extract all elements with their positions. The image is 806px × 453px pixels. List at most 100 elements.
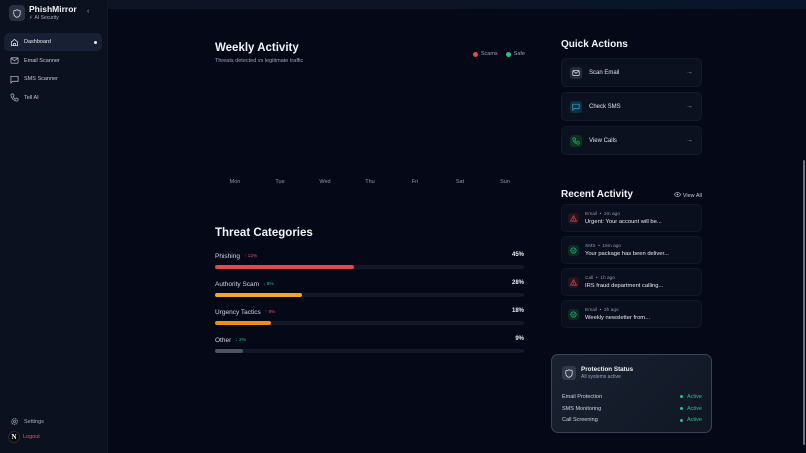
scan-email-button[interactable]: Scan Email → bbox=[561, 58, 702, 87]
status-dot-icon bbox=[680, 395, 684, 399]
threat-row-authority-scam: Authority Scam ↓ 5% 28% bbox=[215, 280, 524, 297]
weekly-activity-subtitle: Threats detected vs legitimate traffic bbox=[215, 58, 304, 64]
threat-name: Authority Scam bbox=[215, 281, 260, 288]
quick-action-label: Check SMS bbox=[589, 103, 621, 110]
safe-dot-icon bbox=[505, 51, 511, 57]
threat-change: ↑ 8% bbox=[264, 310, 276, 315]
status-badge: Active bbox=[687, 417, 702, 424]
status-dot-icon bbox=[680, 407, 684, 411]
threat-name: Phishing bbox=[215, 253, 240, 260]
protection-label: SMS Monitoring bbox=[562, 405, 602, 412]
mail-icon bbox=[570, 66, 582, 79]
brand-name: PhishMirror bbox=[29, 4, 77, 14]
sidebar-item-label: SMS Scanner bbox=[24, 76, 58, 82]
view-all-label: View All bbox=[682, 192, 702, 199]
quick-actions-card: Quick Actions Scan Email → Check SMS → V… bbox=[561, 39, 702, 155]
activity-title: Urgent: Your account will be... bbox=[585, 218, 662, 225]
sidebar-bottom: Settings N Logout bbox=[4, 414, 102, 444]
progress-track bbox=[215, 349, 524, 353]
check-sms-button[interactable]: Check SMS → bbox=[561, 92, 702, 121]
activity-title: Weekly newsletter from... bbox=[585, 314, 650, 321]
protection-list: Email Protection Active SMS Monitoring A… bbox=[562, 391, 702, 426]
activity-time: 2h ago bbox=[604, 307, 619, 313]
activity-item[interactable]: Call • 1h ago IRS fraud department calli… bbox=[561, 268, 702, 296]
legend-safe: Safe bbox=[505, 51, 525, 57]
shield-icon bbox=[562, 366, 576, 380]
activity-title: IRS fraud department calling... bbox=[585, 282, 664, 289]
sidebar-item-label: Dashboard bbox=[24, 39, 51, 45]
view-calls-button[interactable]: View Calls → bbox=[561, 126, 702, 155]
threat-change: ↓ 2% bbox=[235, 338, 246, 343]
phone-icon bbox=[570, 134, 582, 147]
activity-item[interactable]: Email • 2h ago Weekly newsletter from... bbox=[561, 300, 702, 328]
progress-fill bbox=[215, 265, 355, 269]
threat-percent: 18% bbox=[511, 308, 524, 314]
threat-change: ↓ 5% bbox=[263, 282, 274, 287]
eye-icon bbox=[673, 192, 681, 199]
sidebar-item-dashboard[interactable]: Dashboard bbox=[4, 33, 102, 51]
threat-row-phishing: Phishing ↑ 12% 45% bbox=[215, 252, 524, 269]
logout-label: Logout bbox=[23, 433, 40, 440]
shield-logo-icon bbox=[9, 5, 25, 21]
protection-status-subtitle: All systems active bbox=[581, 374, 621, 380]
status-badge: Active bbox=[687, 405, 702, 412]
threat-percent: 45% bbox=[511, 252, 524, 258]
activity-type: SMS bbox=[585, 243, 596, 249]
status-dot-icon bbox=[680, 418, 684, 422]
sidebar-nav: Dashboard Email Scanner SMS Scanner Tell… bbox=[4, 33, 102, 107]
activity-time: 2m ago bbox=[604, 211, 621, 217]
chevron-left-icon: ‹ bbox=[87, 8, 90, 15]
sidebar-item-sms-scanner[interactable]: SMS Scanner bbox=[4, 70, 102, 88]
logout-button[interactable]: N Logout bbox=[4, 429, 102, 444]
day-label: Wed bbox=[319, 179, 331, 185]
protection-label: Call Screening bbox=[562, 417, 598, 424]
day-label: Mon bbox=[229, 179, 241, 185]
collapse-sidebar-button[interactable]: ‹ bbox=[87, 8, 89, 15]
activity-type: Email bbox=[585, 307, 597, 313]
settings-label: Settings bbox=[24, 418, 44, 425]
progress-fill bbox=[215, 293, 302, 297]
threat-row-other: Other ↓ 2% 9% bbox=[215, 336, 524, 353]
progress-track bbox=[215, 265, 524, 269]
settings-button[interactable]: Settings bbox=[4, 414, 102, 429]
arrow-right-icon: → bbox=[686, 137, 693, 144]
arrow-right-icon: → bbox=[686, 103, 693, 110]
activity-item[interactable]: Email • 2m ago Urgent: Your account will… bbox=[561, 204, 702, 232]
view-all-link[interactable]: View All bbox=[673, 192, 702, 199]
threat-name: Urgency Tactics bbox=[215, 309, 261, 316]
avatar[interactable]: N bbox=[8, 430, 20, 443]
sidebar-item-label: Tell AI bbox=[24, 94, 39, 101]
home-icon bbox=[10, 38, 19, 47]
day-label: Tue bbox=[275, 179, 285, 185]
protection-row: Email Protection Active bbox=[562, 391, 702, 403]
day-label: Sat bbox=[455, 179, 465, 185]
phone-icon bbox=[10, 93, 19, 102]
check-circle-icon bbox=[568, 308, 579, 320]
sidebar-item-label: Email Scanner bbox=[24, 57, 60, 64]
day-label: Fri bbox=[411, 179, 419, 185]
activity-time: 15m ago bbox=[602, 243, 622, 249]
top-bar bbox=[108, 0, 806, 9]
threat-percent: 9% bbox=[515, 336, 524, 342]
activity-type: Call bbox=[585, 275, 594, 281]
page-scrollbar[interactable] bbox=[803, 160, 805, 445]
activity-item[interactable]: SMS • 15m ago Your package has been deli… bbox=[561, 236, 702, 264]
legend-label: Safe bbox=[513, 51, 525, 57]
alert-triangle-icon bbox=[568, 276, 579, 288]
sidebar-item-email-scanner[interactable]: Email Scanner bbox=[4, 52, 102, 70]
threat-categories-title: Threat Categories bbox=[215, 227, 313, 239]
day-label: Thu bbox=[365, 179, 375, 185]
brand: PhishMirror ⚡ AI Security bbox=[9, 4, 77, 22]
progress-fill bbox=[215, 349, 243, 353]
progress-track bbox=[215, 321, 524, 325]
protection-row: Call Screening Active bbox=[562, 415, 702, 427]
alert-triangle-icon bbox=[568, 212, 579, 224]
threat-change: ↑ 12% bbox=[243, 254, 258, 259]
chart-x-axis: Mon Tue Wed Thu Fri Sat Sun bbox=[215, 179, 525, 185]
threat-row-urgency-tactics: Urgency Tactics ↑ 8% 18% bbox=[215, 308, 524, 325]
sidebar-item-tell-ai[interactable]: Tell AI bbox=[4, 89, 102, 107]
weekly-activity-card: Weekly Activity Threats detected vs legi… bbox=[215, 42, 525, 64]
message-icon bbox=[10, 75, 19, 84]
legend-label: Scams bbox=[480, 51, 498, 57]
check-circle-icon bbox=[568, 244, 579, 256]
